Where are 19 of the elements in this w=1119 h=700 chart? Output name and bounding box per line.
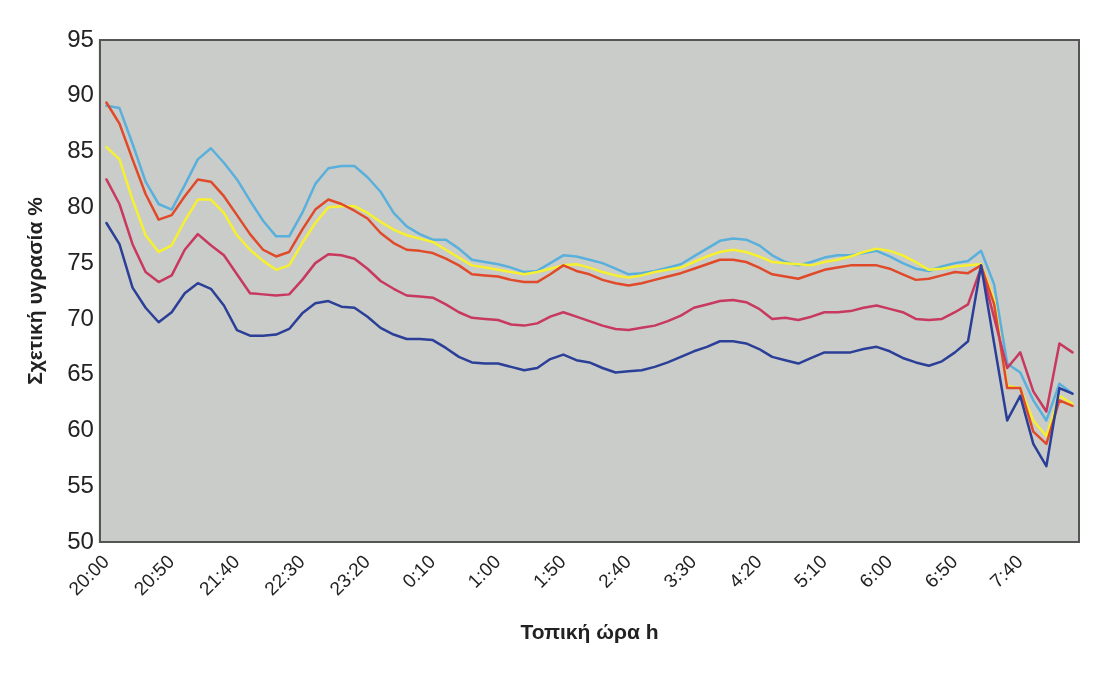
y-tick-label: 55 (67, 470, 94, 498)
x-tick-label: 3:30 (659, 550, 701, 592)
y-tick-label: 65 (67, 359, 94, 387)
y-tick-label: 95 (67, 24, 94, 52)
y-tick-label: 50 (67, 526, 94, 554)
x-tick-label: 7:40 (985, 550, 1027, 592)
x-tick-label: 6:50 (920, 550, 962, 592)
x-tick-label: 4:20 (724, 550, 766, 592)
x-tick-label: 5:10 (789, 550, 831, 592)
x-axis-title: Τοπική ώρα h (520, 620, 659, 644)
y-tick-label: 85 (67, 136, 94, 164)
x-tick-label: 0:10 (398, 550, 440, 592)
y-axis-title: Σχετική υγρασία % (23, 196, 47, 385)
y-tick-label: 75 (67, 247, 94, 275)
y-tick-label: 60 (67, 415, 94, 443)
x-tick-label: 6:00 (855, 550, 897, 592)
y-tick-label: 90 (67, 80, 94, 108)
y-tick-label: 70 (67, 303, 94, 331)
y-tick-label: 80 (67, 191, 94, 219)
